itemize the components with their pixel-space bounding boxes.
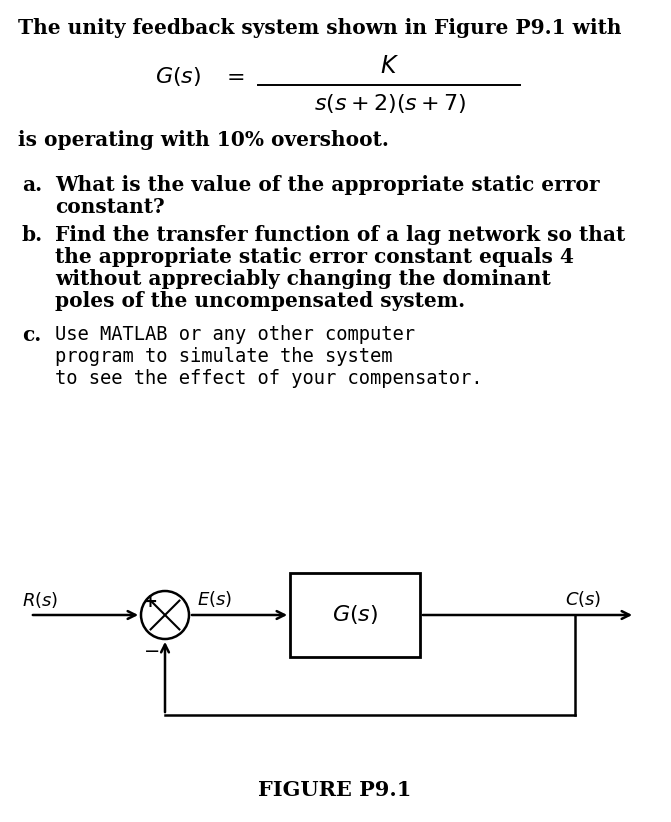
- Text: $=$: $=$: [222, 65, 245, 87]
- Text: $s(s+2)(s+7)$: $s(s+2)(s+7)$: [314, 92, 466, 115]
- Text: is operating with 10% overshoot.: is operating with 10% overshoot.: [18, 130, 389, 150]
- Text: c.: c.: [22, 325, 41, 345]
- Text: The unity feedback system shown in Figure P9.1 with: The unity feedback system shown in Figur…: [18, 18, 621, 38]
- Text: $G(s)$: $G(s)$: [155, 65, 201, 88]
- Text: FIGURE P9.1: FIGURE P9.1: [258, 780, 412, 800]
- Text: $E(s)$: $E(s)$: [197, 589, 232, 609]
- Text: $C(s)$: $C(s)$: [565, 589, 601, 609]
- Text: Find the transfer function of a lag network so that: Find the transfer function of a lag netw…: [55, 225, 625, 245]
- Text: What is the value of the appropriate static error: What is the value of the appropriate sta…: [55, 175, 599, 195]
- Bar: [290, 573, 420, 657]
- Text: $R(s)$: $R(s)$: [22, 590, 58, 610]
- Text: b.: b.: [22, 225, 43, 245]
- Text: $K$: $K$: [380, 55, 399, 78]
- Text: +: +: [142, 593, 157, 611]
- Text: without appreciably changing the dominant: without appreciably changing the dominan…: [55, 269, 551, 289]
- Text: poles of the uncompensated system.: poles of the uncompensated system.: [55, 291, 465, 311]
- Text: Use MATLAB or any other computer: Use MATLAB or any other computer: [55, 325, 415, 344]
- Text: the appropriate static error constant equals 4: the appropriate static error constant eq…: [55, 247, 574, 267]
- Text: constant?: constant?: [55, 197, 164, 217]
- Text: to see the effect of your compensator.: to see the effect of your compensator.: [55, 369, 482, 388]
- Text: $-$: $-$: [143, 641, 159, 659]
- Text: a.: a.: [22, 175, 42, 195]
- Text: program to simulate the system: program to simulate the system: [55, 347, 393, 366]
- Text: $G(s)$: $G(s)$: [332, 603, 378, 626]
